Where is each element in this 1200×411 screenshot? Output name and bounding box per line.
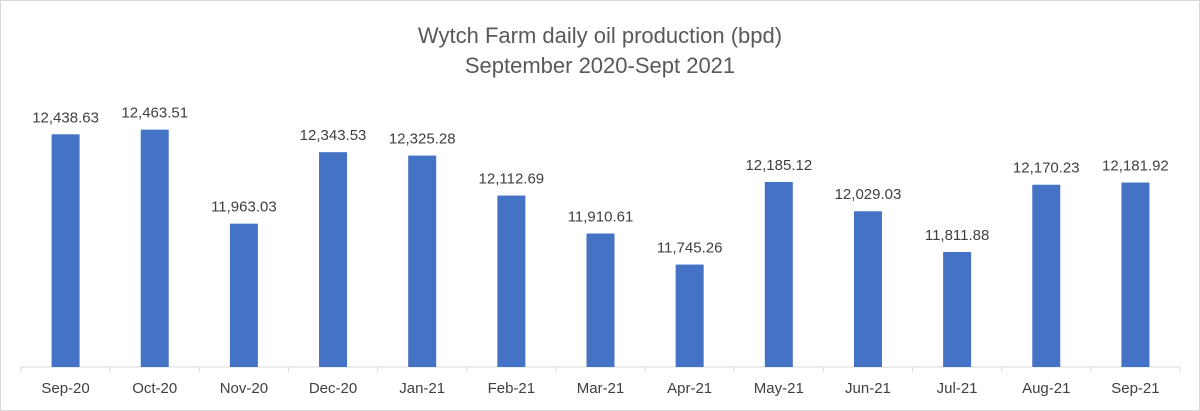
x-tick-label: Nov-20 <box>220 380 268 397</box>
data-label: 12,463.51 <box>121 105 188 122</box>
x-tick-label: Mar-21 <box>577 380 625 397</box>
bar <box>319 152 348 367</box>
bar <box>943 252 972 367</box>
data-label: 12,185.12 <box>745 157 812 174</box>
bar <box>675 264 704 367</box>
chart-title: Wytch Farm daily oil production (bpd) <box>418 23 782 48</box>
bar <box>140 129 169 367</box>
bar <box>497 195 526 367</box>
bar <box>1121 182 1150 367</box>
data-label: 11,963.03 <box>211 199 277 216</box>
bar <box>586 233 615 367</box>
x-tick-label: Aug-21 <box>1022 380 1070 397</box>
data-label: 12,112.69 <box>479 171 545 188</box>
data-label: 12,029.03 <box>835 186 902 203</box>
data-label: 12,325.28 <box>389 131 456 148</box>
x-tick-label: Jul-21 <box>937 380 978 397</box>
bar <box>51 134 80 367</box>
x-tick-label: Apr-21 <box>667 380 712 397</box>
x-tick-label: Sep-20 <box>41 380 89 397</box>
bar <box>229 223 258 367</box>
x-tick-label: Jan-21 <box>399 380 445 397</box>
data-label: 11,745.26 <box>657 240 723 257</box>
x-tick-label: Jun-21 <box>845 380 891 397</box>
bar <box>764 181 793 367</box>
x-tick-label: Sep-21 <box>1111 380 1159 397</box>
chart-subtitle: September 2020-Sept 2021 <box>465 53 735 78</box>
data-label: 12,343.53 <box>300 127 367 144</box>
bar <box>408 155 437 367</box>
data-label: 12,438.63 <box>32 109 99 126</box>
x-tick-label: Feb-21 <box>488 380 536 397</box>
data-label: 12,170.23 <box>1013 160 1080 177</box>
x-tick-label: Oct-20 <box>132 380 177 397</box>
bar <box>853 211 882 367</box>
x-tick-label: May-21 <box>754 380 804 397</box>
data-label: 12,181.92 <box>1102 158 1169 175</box>
data-label: 11,811.88 <box>925 227 990 244</box>
x-tick-label: Dec-20 <box>309 380 357 397</box>
data-label: 11,910.61 <box>568 208 634 225</box>
bar <box>1032 184 1061 367</box>
